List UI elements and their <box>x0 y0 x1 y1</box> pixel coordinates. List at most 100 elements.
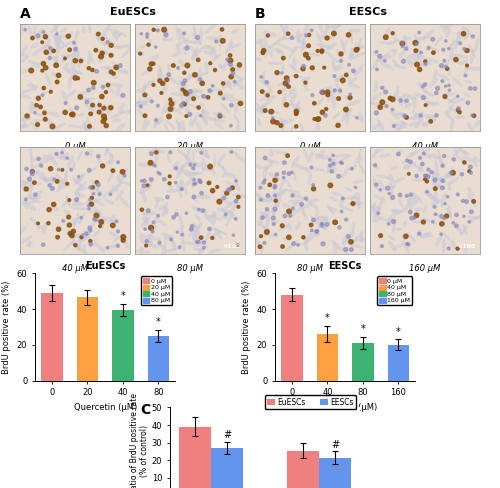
Circle shape <box>172 216 175 219</box>
Ellipse shape <box>331 240 342 250</box>
Circle shape <box>31 36 34 40</box>
Circle shape <box>156 104 159 107</box>
Circle shape <box>456 109 460 112</box>
Ellipse shape <box>264 49 268 57</box>
Circle shape <box>320 49 324 53</box>
Ellipse shape <box>456 156 468 165</box>
Ellipse shape <box>336 49 344 61</box>
Ellipse shape <box>33 26 36 37</box>
Ellipse shape <box>204 51 218 57</box>
Ellipse shape <box>30 171 39 177</box>
Ellipse shape <box>184 155 192 163</box>
Circle shape <box>106 83 110 86</box>
Text: *: * <box>360 324 366 334</box>
Circle shape <box>121 235 126 239</box>
Circle shape <box>109 43 113 47</box>
Circle shape <box>183 90 186 93</box>
Circle shape <box>312 102 316 105</box>
Circle shape <box>441 179 444 183</box>
Circle shape <box>154 151 158 154</box>
Ellipse shape <box>332 165 336 170</box>
Ellipse shape <box>474 38 479 52</box>
Ellipse shape <box>270 219 278 223</box>
Circle shape <box>98 193 101 196</box>
Ellipse shape <box>424 218 436 224</box>
Ellipse shape <box>292 87 296 94</box>
Circle shape <box>86 152 88 155</box>
Ellipse shape <box>393 49 396 56</box>
Circle shape <box>338 89 342 92</box>
Circle shape <box>88 226 92 229</box>
Ellipse shape <box>178 190 182 197</box>
Bar <box>282 295 302 381</box>
Circle shape <box>346 235 350 238</box>
Ellipse shape <box>180 227 185 237</box>
Circle shape <box>432 51 435 54</box>
Ellipse shape <box>189 104 200 108</box>
Circle shape <box>406 159 409 162</box>
Ellipse shape <box>344 96 351 102</box>
Ellipse shape <box>426 116 438 119</box>
Circle shape <box>328 183 332 187</box>
Circle shape <box>89 202 94 206</box>
Ellipse shape <box>403 37 410 39</box>
Circle shape <box>259 186 262 189</box>
Ellipse shape <box>389 242 396 250</box>
Ellipse shape <box>432 174 438 182</box>
Circle shape <box>280 72 283 74</box>
Ellipse shape <box>112 184 121 188</box>
Circle shape <box>99 220 103 224</box>
Ellipse shape <box>36 173 48 182</box>
Ellipse shape <box>415 94 428 99</box>
Ellipse shape <box>468 193 475 206</box>
Circle shape <box>384 35 388 40</box>
Circle shape <box>308 34 310 37</box>
Ellipse shape <box>192 114 198 127</box>
Ellipse shape <box>238 84 244 89</box>
Ellipse shape <box>172 242 176 249</box>
Ellipse shape <box>194 244 204 246</box>
Circle shape <box>426 175 430 179</box>
Ellipse shape <box>218 64 225 70</box>
Circle shape <box>36 97 40 100</box>
Circle shape <box>185 63 190 68</box>
Circle shape <box>52 203 56 206</box>
Ellipse shape <box>298 41 306 44</box>
Ellipse shape <box>185 91 200 94</box>
Ellipse shape <box>193 227 198 239</box>
Circle shape <box>230 151 232 153</box>
Ellipse shape <box>18 93 31 99</box>
Ellipse shape <box>168 236 175 244</box>
Circle shape <box>183 79 187 82</box>
Circle shape <box>198 78 202 81</box>
Ellipse shape <box>316 123 320 135</box>
Ellipse shape <box>310 199 318 202</box>
Ellipse shape <box>412 192 422 203</box>
Ellipse shape <box>190 162 202 166</box>
Circle shape <box>406 194 408 197</box>
Circle shape <box>104 118 106 121</box>
Ellipse shape <box>106 161 114 164</box>
Ellipse shape <box>319 21 322 32</box>
Ellipse shape <box>68 78 71 88</box>
Circle shape <box>441 164 444 167</box>
Ellipse shape <box>22 88 37 92</box>
Bar <box>352 343 374 381</box>
Bar <box>77 298 98 381</box>
Circle shape <box>143 114 147 118</box>
Ellipse shape <box>327 25 342 28</box>
Ellipse shape <box>291 103 302 109</box>
Ellipse shape <box>311 216 316 222</box>
Circle shape <box>374 164 376 166</box>
Circle shape <box>416 43 418 45</box>
Circle shape <box>92 81 96 85</box>
Ellipse shape <box>256 102 264 113</box>
Ellipse shape <box>207 214 217 219</box>
Ellipse shape <box>88 57 90 64</box>
Circle shape <box>196 240 200 244</box>
Ellipse shape <box>226 189 232 196</box>
Ellipse shape <box>72 219 75 226</box>
Ellipse shape <box>188 226 196 237</box>
Ellipse shape <box>103 24 110 35</box>
Ellipse shape <box>180 86 182 100</box>
